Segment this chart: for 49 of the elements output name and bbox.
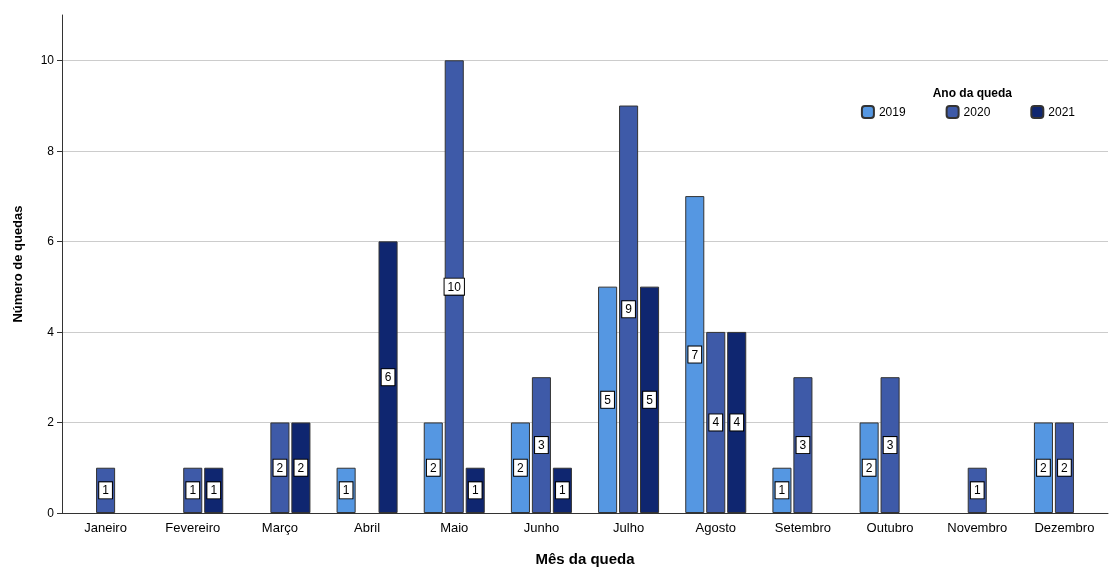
- y-axis-title: Número de quedas: [10, 205, 25, 323]
- data-label: 1: [778, 483, 786, 498]
- data-label: 2: [297, 460, 305, 475]
- legend-label: 2019: [878, 105, 906, 119]
- x-tick-label: Agosto: [695, 520, 736, 535]
- legend-label: 2021: [1048, 105, 1076, 119]
- x-tick-label: Setembro: [774, 520, 832, 535]
- data-label: 5: [604, 392, 612, 407]
- x-axis-title: Mês da queda: [535, 550, 636, 567]
- data-label: 5: [646, 392, 654, 407]
- data-label: 1: [102, 483, 110, 498]
- data-label: 3: [538, 438, 546, 453]
- legend-label: 2020: [963, 105, 991, 119]
- data-label: 2: [865, 460, 873, 475]
- data-label: 4: [712, 415, 720, 430]
- y-tick-label: 4: [47, 324, 55, 339]
- x-tick-label: Julho: [613, 520, 645, 535]
- data-label: 9: [625, 302, 633, 317]
- data-label: 1: [189, 483, 197, 498]
- x-tick-label: Maio: [440, 520, 469, 535]
- data-label: 1: [973, 483, 981, 498]
- x-tick-label: Fevereiro: [165, 520, 221, 535]
- data-label: 2: [429, 460, 437, 475]
- y-tick-label: 6: [47, 234, 55, 249]
- x-tick-label: Abril: [354, 520, 381, 535]
- data-label: 2: [276, 460, 284, 475]
- y-tick-label: 0: [47, 506, 55, 520]
- y-tick-label: 2: [47, 415, 55, 430]
- y-tick-label: 10: [40, 53, 55, 68]
- x-tick-label: Janeiro: [84, 520, 127, 535]
- x-tick-label: Novembro: [947, 520, 1008, 535]
- data-label: 1: [559, 483, 567, 498]
- legend-title: Ano da queda: [932, 86, 1013, 100]
- data-label: 10: [447, 279, 462, 294]
- data-label: 3: [886, 438, 894, 453]
- x-tick-label: Junho: [523, 520, 560, 535]
- data-label: 6: [384, 370, 392, 385]
- data-label: 4: [733, 415, 741, 430]
- x-tick-label: Março: [261, 520, 298, 535]
- y-tick-label: 8: [47, 143, 55, 158]
- data-label: 1: [471, 483, 479, 498]
- data-label: 1: [210, 483, 218, 498]
- data-label: 2: [1061, 460, 1069, 475]
- data-label: 2: [517, 460, 525, 475]
- data-label: 1: [342, 483, 350, 498]
- x-tick-label: Dezembro: [1034, 520, 1095, 535]
- data-label: 2: [1040, 460, 1048, 475]
- x-tick-label: Outubro: [866, 520, 914, 535]
- data-label: 7: [691, 347, 699, 362]
